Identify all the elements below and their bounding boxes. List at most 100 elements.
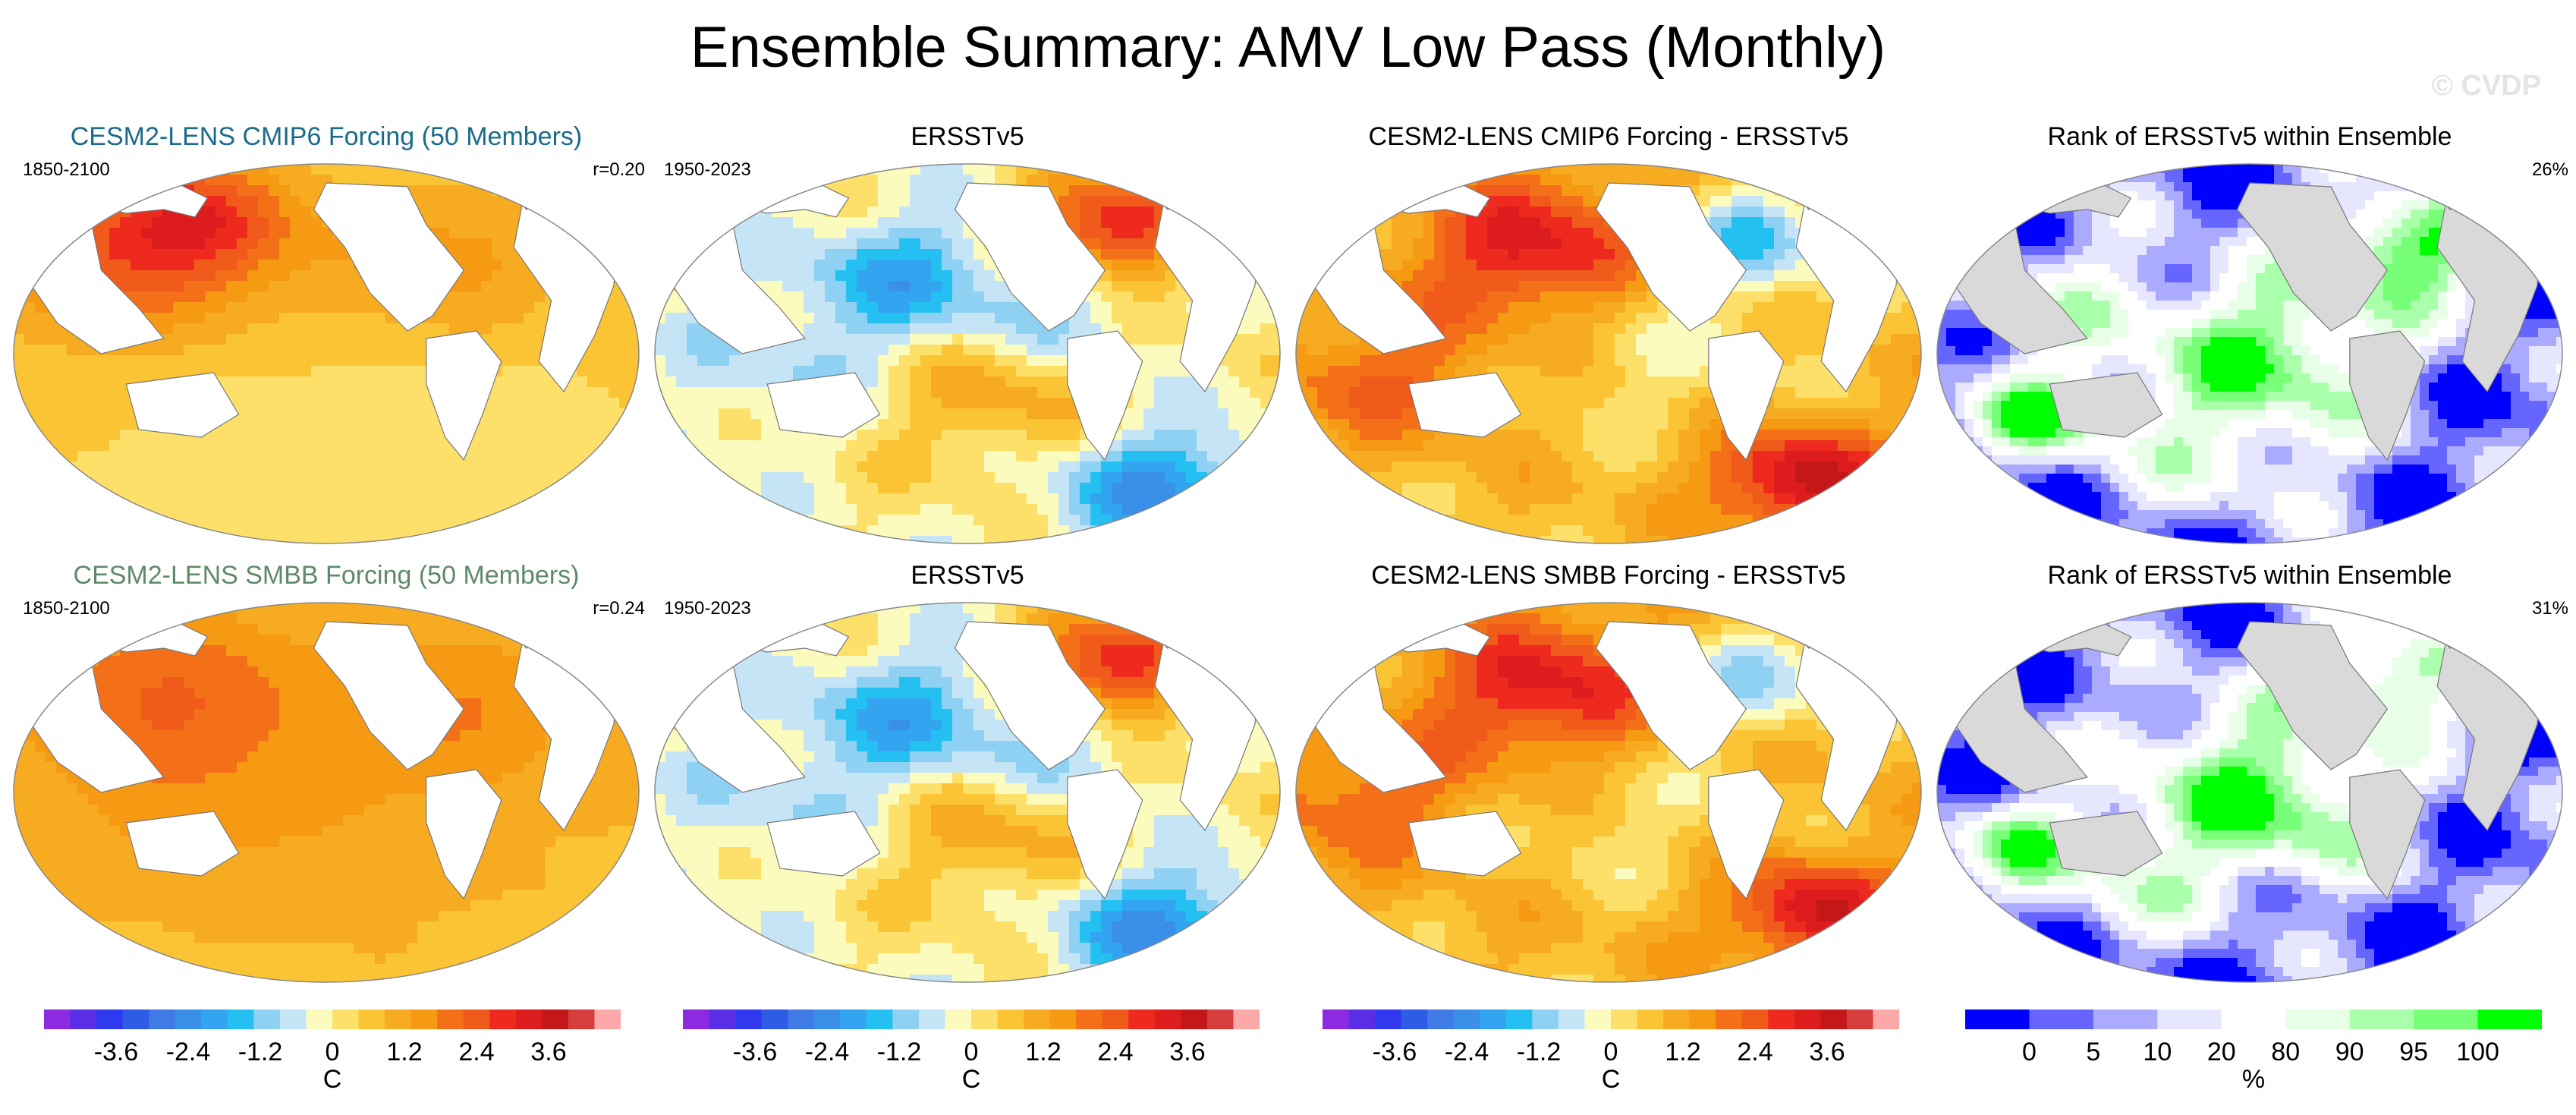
field-cell <box>470 281 482 292</box>
field-cell <box>1058 366 1070 377</box>
field-cell <box>1175 525 1187 537</box>
field-cell <box>1154 525 1165 537</box>
field-cell <box>14 355 25 367</box>
field-cell <box>1101 228 1112 239</box>
field-cell <box>354 281 365 292</box>
field-cell <box>857 461 868 473</box>
field-cell <box>1551 185 1562 197</box>
field-cell <box>963 228 974 239</box>
field-cell <box>205 260 216 271</box>
field-cell <box>609 228 620 239</box>
field-cell <box>24 376 36 388</box>
field-cell <box>910 238 921 250</box>
field-cell <box>708 164 719 175</box>
field-cell <box>598 334 609 345</box>
field-cell <box>1508 228 1520 239</box>
field-cell <box>665 483 677 494</box>
field-cell <box>1413 185 1424 197</box>
field-cell <box>364 419 376 430</box>
field-cell <box>899 270 911 282</box>
field-cell <box>729 440 741 452</box>
field-cell <box>1250 376 1261 388</box>
field-cell <box>1912 175 1921 186</box>
field-cell <box>942 206 953 218</box>
field-cell <box>439 313 450 324</box>
field-cell <box>14 366 25 377</box>
field-cell <box>1048 504 1059 515</box>
field-cell <box>910 313 921 324</box>
field-cell <box>417 430 429 441</box>
field-cell <box>77 196 89 207</box>
field-cell <box>1540 196 1552 207</box>
field-cell <box>782 217 794 228</box>
field-cell <box>1710 185 1722 197</box>
field-cell <box>973 504 985 515</box>
field-cell <box>449 206 461 218</box>
field-cell <box>311 515 322 526</box>
field-cell <box>587 461 599 473</box>
field-cell <box>1250 291 1261 303</box>
field-cell <box>708 355 719 367</box>
field-cell <box>1165 334 1176 345</box>
field-cell <box>1037 175 1049 186</box>
field-cell <box>1143 185 1155 197</box>
field-cell <box>577 206 588 218</box>
field-cell <box>984 472 995 483</box>
field-cell <box>878 345 889 356</box>
field-cell <box>375 334 386 345</box>
field-cell <box>1816 185 1828 197</box>
field-cell <box>56 334 68 345</box>
field-cell <box>492 260 503 271</box>
field-cell <box>439 185 450 197</box>
field-cell <box>332 451 344 462</box>
field-cell <box>931 217 942 228</box>
field-cell <box>417 408 429 420</box>
field-cell <box>226 355 237 367</box>
field-cell <box>1080 504 1091 515</box>
field-cell <box>524 175 535 186</box>
field-cell <box>322 472 333 483</box>
field-cell <box>88 536 99 543</box>
field-cell <box>1048 430 1059 441</box>
field-cell <box>396 430 407 441</box>
field-cell <box>825 504 836 515</box>
field-cell <box>1027 451 1038 462</box>
field-cell <box>226 206 237 218</box>
field-cell <box>665 196 677 207</box>
field-cell <box>1016 398 1027 409</box>
field-cell <box>984 291 995 303</box>
field-cell <box>1912 270 1921 282</box>
field-cell <box>1143 217 1155 228</box>
field-cell <box>67 408 78 420</box>
field-cell <box>417 536 429 543</box>
field-cell <box>878 472 889 483</box>
field-cell <box>619 302 631 313</box>
field-cell <box>555 493 567 505</box>
field-cell <box>67 451 78 462</box>
field-cell <box>665 334 677 345</box>
field-cell <box>1165 302 1176 313</box>
field-cell <box>920 430 932 441</box>
field-cell <box>1101 525 1112 537</box>
field-cell <box>300 334 312 345</box>
field-cell <box>1402 260 1414 271</box>
field-cell <box>729 376 741 388</box>
field-cell <box>878 228 889 239</box>
field-cell <box>587 430 599 441</box>
field-cell <box>952 408 964 420</box>
field-cell <box>88 196 99 207</box>
field-cell <box>1186 504 1197 515</box>
field-cell <box>619 493 631 505</box>
field-cell <box>247 376 259 388</box>
field-cell <box>1785 238 1796 250</box>
field-cell <box>729 483 741 494</box>
field-cell <box>14 175 25 186</box>
field-cell <box>24 440 36 452</box>
field-cell <box>279 430 291 441</box>
field-cell <box>407 164 418 175</box>
field-cell <box>1005 472 1017 483</box>
field-cell <box>67 440 78 452</box>
field-cell <box>687 419 698 430</box>
field-cell <box>598 525 609 537</box>
field-cell <box>162 525 174 537</box>
